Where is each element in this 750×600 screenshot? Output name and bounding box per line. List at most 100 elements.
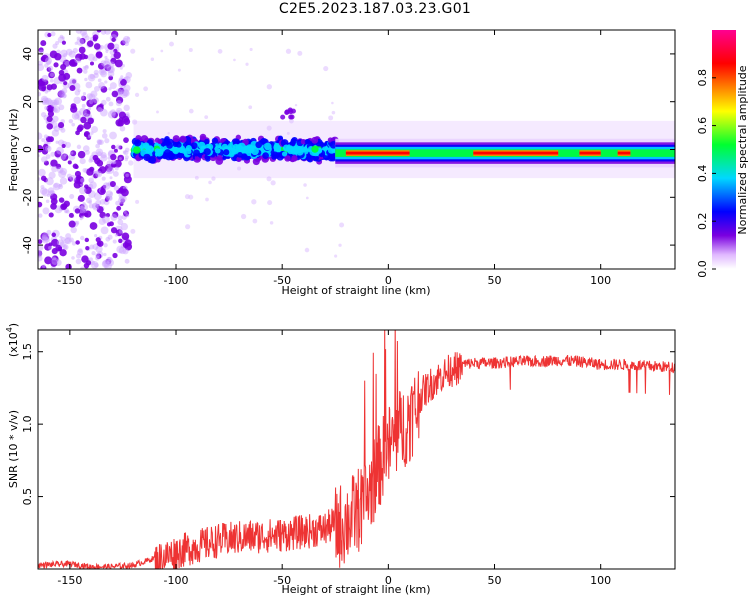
spectrogram-cell	[100, 152, 107, 159]
spectrogram-cell	[94, 262, 99, 268]
spectrogram-cell	[74, 164, 79, 170]
spectrogram-cell	[54, 150, 62, 158]
spectrogram-cell	[64, 141, 72, 148]
svg-text:(x104): (x104)	[5, 323, 20, 357]
spectrogram-cell	[60, 63, 67, 71]
spectrogram-cell	[80, 95, 85, 100]
spectrogram-cell	[125, 213, 130, 218]
spectrogram-cell	[87, 117, 94, 125]
spectrogram-cell	[120, 91, 128, 98]
spectrogram-cell	[69, 174, 77, 182]
spectrogram-cell	[58, 197, 65, 203]
spectrogram-cell	[101, 99, 107, 106]
spectrogram-cell	[241, 153, 248, 159]
spectrogram-cell	[146, 145, 155, 154]
spectrogram-cell	[91, 202, 99, 209]
spectrogram-cell	[79, 37, 86, 44]
spectrogram-cell	[99, 108, 108, 117]
spectrogram-cell	[38, 47, 44, 53]
spectrogram-cell	[96, 139, 102, 145]
x-tick-label: 0	[385, 274, 392, 287]
spectrogram-cell	[53, 108, 58, 113]
spectrogram-cell	[38, 255, 43, 262]
spectrogram-cell	[334, 254, 338, 258]
spectrogram-cell	[95, 199, 102, 206]
spectrogram-cell	[80, 116, 87, 124]
spectrogram-cell	[102, 60, 111, 69]
spectrogram-cell	[104, 55, 108, 60]
spectrogram-cell	[119, 195, 127, 203]
spectrogram-cell	[84, 35, 90, 41]
spectrogram-y-axis: -40 -20 0 20 40	[21, 47, 675, 254]
snr-y-exponent-power: 4	[5, 327, 14, 332]
spectrogram-cell	[88, 203, 94, 209]
spectrogram-cell	[122, 38, 129, 45]
spectrogram-cell	[40, 265, 47, 269]
spectrogram-cell	[98, 166, 107, 174]
spectrogram-cell	[331, 101, 334, 105]
spectrogram-cell	[95, 255, 100, 261]
spectrogram-cell	[63, 53, 68, 58]
spectrogram-cell	[112, 239, 117, 244]
snr-y-axis-label: SNR (10 * v/v)	[7, 410, 20, 488]
spectrogram-cell	[59, 34, 64, 39]
spectrogram-cell	[64, 238, 71, 244]
spectrogram-cell	[73, 96, 81, 104]
spectrogram-cell	[169, 41, 174, 47]
spectrogram-cell	[51, 257, 59, 266]
spectrogram-cell	[107, 234, 113, 240]
spectrogram-cell	[82, 92, 87, 96]
spectrogram-cell	[104, 163, 113, 172]
colorbar-ticks: 0.0 0.2 0.4 0.6 0.8	[696, 69, 716, 278]
spectrogram-cell	[59, 167, 68, 176]
spectrogram-cell	[98, 67, 107, 76]
spectrogram-cell	[203, 148, 211, 156]
spectrogram-cell	[88, 177, 94, 184]
spectrogram-cell	[89, 222, 98, 230]
spectrogram-cell	[84, 186, 92, 194]
spectrogram-cell	[105, 212, 111, 218]
spectrogram-cell	[88, 200, 92, 204]
spectrogram-cell	[120, 75, 124, 79]
spectrogram-cell	[56, 239, 65, 247]
spectrogram-cell	[113, 51, 121, 59]
spectrogram-cell	[97, 62, 105, 70]
spectrogram-cell	[64, 237, 72, 245]
spectrogram-cell	[87, 73, 96, 82]
spectrogram-cell	[100, 70, 108, 78]
spectrogram-cell	[94, 157, 101, 165]
spectrogram-cell	[104, 80, 108, 84]
spectrogram-cell	[107, 110, 116, 119]
spectrogram-cell	[67, 176, 74, 182]
spectrogram-cell	[112, 211, 119, 218]
snr-frame	[37, 329, 676, 570]
spectrogram-cell	[45, 154, 51, 159]
spectrogram-cell	[323, 66, 329, 72]
spectrogram-cell	[85, 246, 90, 251]
spectrogram-cell	[63, 245, 68, 250]
spectrogram-cell	[61, 93, 67, 99]
spectrogram-cell	[44, 63, 49, 68]
spectrogram-cell	[61, 40, 67, 45]
spectrogram-cell	[232, 143, 240, 150]
spectrogram-cell	[76, 36, 81, 41]
spectrogram-cell	[95, 143, 100, 149]
spectrogram-cell	[117, 187, 124, 194]
spectrogram-cell	[105, 190, 114, 198]
spectrogram-cell	[81, 32, 88, 39]
spectrogram-cell	[112, 170, 119, 177]
spectrogram-cell	[109, 180, 116, 188]
spectrogram-cell	[233, 58, 236, 62]
y-tick-label: -20	[21, 188, 34, 206]
spectrogram-cell	[43, 160, 49, 166]
spectrogram-cell	[104, 138, 110, 144]
colorbar-tick-label: 0.4	[696, 165, 709, 183]
spectrogram-cell	[75, 253, 82, 259]
spectrogram-cell	[61, 237, 66, 242]
spectrogram-cell	[124, 258, 130, 264]
spectrogram-cell	[70, 103, 77, 110]
spectrogram-cell	[286, 145, 294, 153]
spectrogram-cell	[120, 79, 127, 86]
spectrogram-cell	[45, 136, 52, 143]
spectrogram-cell	[76, 126, 83, 133]
